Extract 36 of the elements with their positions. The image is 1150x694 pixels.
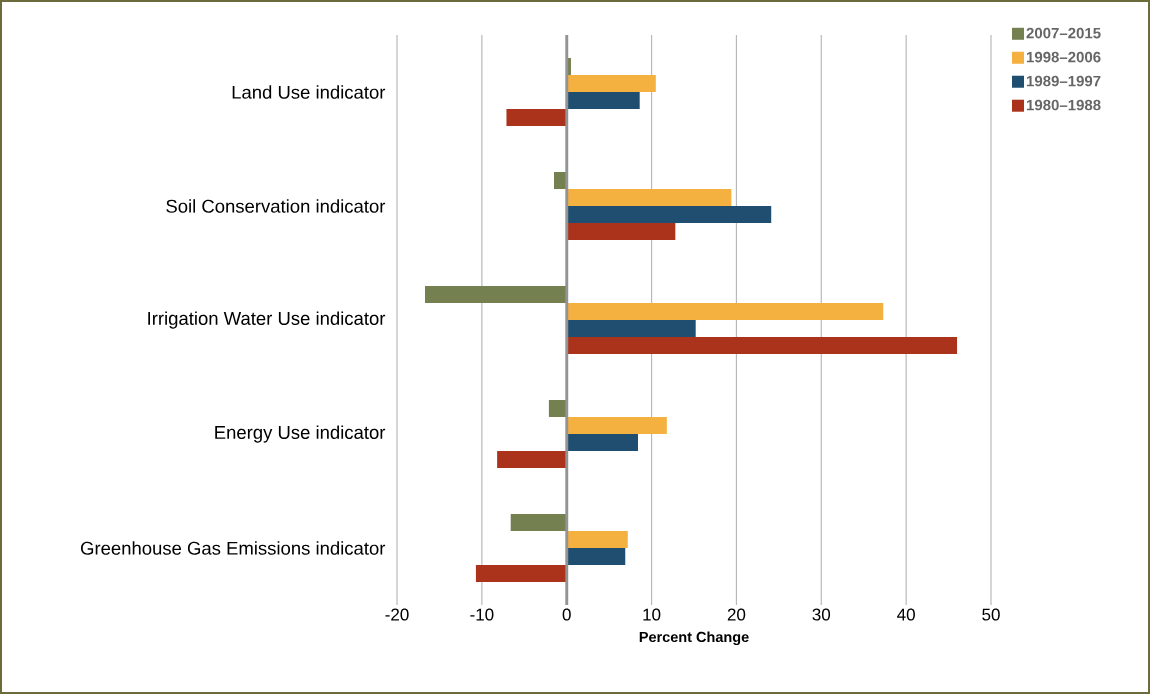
bar: [497, 451, 567, 468]
x-tick-label: 40: [897, 608, 915, 621]
bar: [548, 400, 567, 418]
bar: [566, 189, 732, 206]
x-tick-label: -10: [470, 608, 494, 621]
bar: [506, 109, 567, 126]
bar: [566, 206, 772, 223]
x-tick-label: -20: [385, 608, 409, 621]
bar: [566, 548, 626, 566]
x-tick-label: 50: [982, 608, 1000, 621]
x-axis-title: Percent Change: [639, 631, 749, 646]
bar: [566, 417, 667, 435]
x-tick-label: 30: [812, 608, 831, 621]
y-tick-label: Energy Use indicator: [215, 425, 386, 443]
legend-label: 1989–1997: [1026, 75, 1101, 87]
y-tick-label: Irrigation Water Use indicator: [148, 311, 386, 329]
legend-label: 1998–2006: [1026, 51, 1101, 63]
y-tick-label: Land Use indicator: [232, 85, 386, 99]
legend-label: 2007–2015: [1026, 27, 1101, 39]
bar: [475, 565, 567, 583]
bar: [566, 92, 640, 109]
bar: [566, 75, 656, 92]
bar: [566, 434, 638, 452]
bar: [566, 223, 676, 241]
x-tick-label: 10: [643, 608, 661, 621]
bar: [510, 514, 567, 532]
bar: [566, 320, 696, 337]
bar: [566, 337, 958, 354]
x-tick-label: 20: [727, 608, 746, 621]
y-tick-label: Greenhouse Gas Emissions indicator: [81, 541, 386, 555]
bar: [566, 303, 884, 321]
x-tick-label: 0: [562, 608, 571, 621]
legend-label: 1980–1988: [1026, 99, 1101, 111]
y-tick-label: Soil Conservation indicator: [166, 199, 386, 213]
bar: [425, 286, 567, 304]
bar: [566, 531, 628, 549]
